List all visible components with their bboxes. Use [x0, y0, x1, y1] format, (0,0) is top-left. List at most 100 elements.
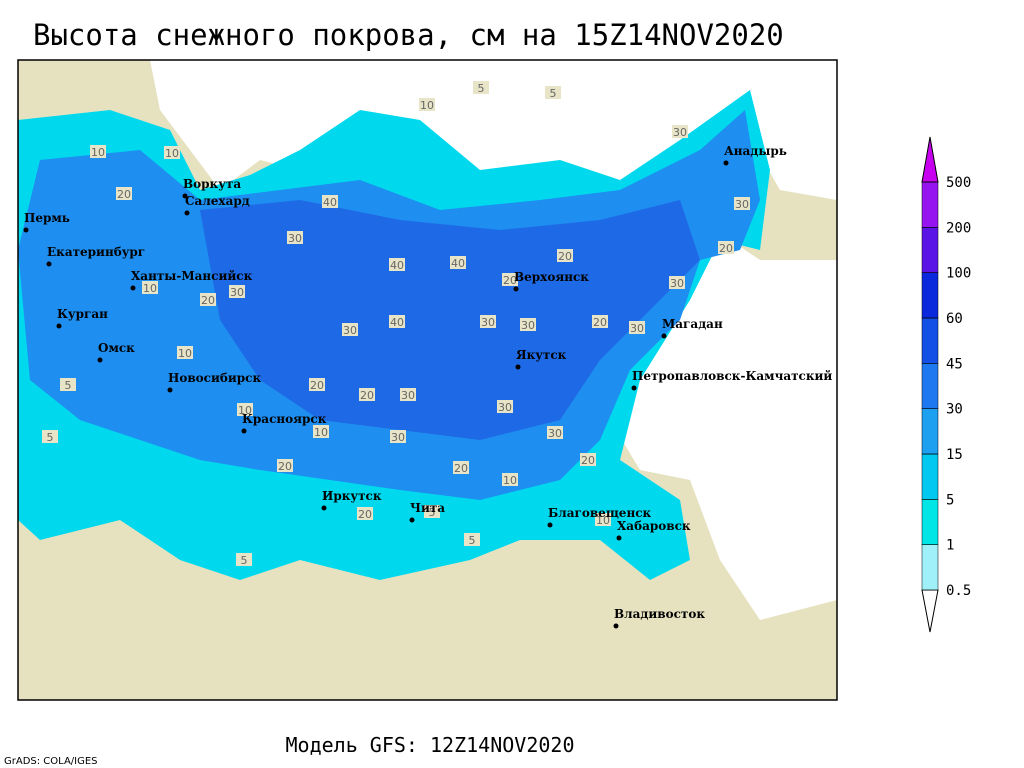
city-label: Воркута [183, 177, 241, 191]
colorbar-label: 500 [946, 175, 971, 191]
contour-label: 40 [390, 316, 404, 329]
city-label: Благовещенск [548, 506, 652, 520]
contour-label-bg [580, 453, 596, 466]
contour-label: 5 [550, 87, 557, 100]
city-label: Чита [410, 501, 445, 515]
city-label: Петропавловск-Камчатский [632, 369, 832, 383]
contour-label-bg [164, 146, 180, 159]
city-label: Ханты-Мансийск [131, 269, 253, 283]
contour-label: 30 [401, 389, 415, 402]
colorbar-label: 0.5 [946, 583, 971, 599]
colorbar-segment [921, 363, 939, 409]
colorbar-label: 15 [946, 447, 963, 463]
contour-label-bg [116, 187, 132, 200]
contour-label-bg [177, 346, 193, 359]
contour-label: 10 [238, 404, 252, 417]
city-label: Салехард [185, 194, 250, 208]
contour-label: 30 [548, 427, 562, 440]
contour-label: 30 [343, 324, 357, 337]
contour-label: 20 [581, 454, 595, 467]
contour-label: 20 [454, 462, 468, 475]
map [17, 59, 838, 701]
contour-label: 10 [91, 146, 105, 159]
city-dot [409, 517, 415, 523]
contour-label: 20 [360, 389, 374, 402]
contour-label: 30 [735, 198, 749, 211]
city-label: Курган [57, 307, 108, 321]
contour-label: 20 [719, 242, 733, 255]
city-label: Владивосток [614, 607, 705, 621]
contour-label-bg [342, 323, 358, 336]
contour-label-bg [237, 403, 253, 416]
city-label: Омск [98, 341, 135, 355]
contour-label-bg [200, 293, 216, 306]
contour-label: 10 [165, 147, 179, 160]
contour-label: 20 [117, 188, 131, 201]
city-dot [182, 193, 188, 199]
contour-label: 30 [521, 319, 535, 332]
contour-label: 40 [323, 196, 337, 209]
contour-label-bg [60, 378, 76, 391]
contour-label-bg [313, 425, 329, 438]
contour-label-bg [419, 98, 435, 111]
colorbar-segment [921, 181, 939, 228]
contour-label: 5 [47, 431, 54, 444]
contour-label: 30 [498, 401, 512, 414]
city-dot [167, 387, 173, 393]
contour-label-bg [497, 400, 513, 413]
contour-label-bg [480, 315, 496, 328]
contour-label-bg [473, 81, 489, 94]
contour-label: 20 [310, 379, 324, 392]
arctic-ocean [150, 60, 837, 220]
contour-label: 5 [241, 554, 248, 567]
contour-label-bg [389, 258, 405, 271]
contour-label: 10 [596, 514, 610, 527]
city-dot [97, 357, 103, 363]
colorbar-segment [921, 499, 939, 545]
contour-label: 20 [278, 460, 292, 473]
city-dot [130, 285, 136, 291]
city-label: Якутск [516, 348, 567, 362]
contour-label: 30 [630, 322, 644, 335]
contour-label-bg [545, 86, 561, 99]
contour-label: 30 [230, 286, 244, 299]
colorbar-segment [921, 453, 939, 500]
city-dot [631, 385, 637, 391]
contour-label-bg [547, 426, 563, 439]
contour-label-bg [464, 533, 480, 546]
contour-label: 5 [478, 82, 485, 95]
contour-label-bg [287, 231, 303, 244]
contour-label-bg [669, 276, 685, 289]
colorbar-label: 30 [946, 402, 963, 418]
contour-label: 30 [673, 126, 687, 139]
city-label: Верхоянск [514, 270, 589, 284]
colorbar-label: 1 [946, 538, 954, 554]
contour-label-bg [672, 125, 688, 138]
contour-label-bg [595, 513, 611, 526]
colorbar-label: 5 [946, 492, 954, 508]
contour-label: 20 [201, 294, 215, 307]
city-label: Пермь [24, 211, 70, 225]
colorbar-label: 200 [946, 220, 971, 236]
colorbar-segment [921, 544, 939, 591]
city-label: Хабаровск [617, 519, 691, 533]
city-dot [613, 623, 619, 629]
colorbar-segment [921, 272, 939, 319]
contour-label-bg [557, 249, 573, 262]
contour-label-bg [357, 507, 373, 520]
colorbar-label: 60 [946, 311, 963, 327]
contour-label: 10 [178, 347, 192, 360]
contour-label-bg [450, 256, 466, 269]
contour-label: 10 [503, 474, 517, 487]
colorbar-segment [921, 408, 939, 455]
contour-label-bg [142, 281, 158, 294]
contour-label-bg [229, 285, 245, 298]
contour-label: 10 [143, 282, 157, 295]
colorbar-label: 45 [946, 356, 963, 372]
title: Высота снежного покрова, см на 15Z14NOV2… [33, 18, 784, 52]
contour-label-bg [592, 315, 608, 328]
city-dot [56, 323, 62, 329]
contour-label-bg [90, 145, 106, 158]
contour-label-bg [424, 505, 440, 518]
map-frame [17, 59, 838, 701]
